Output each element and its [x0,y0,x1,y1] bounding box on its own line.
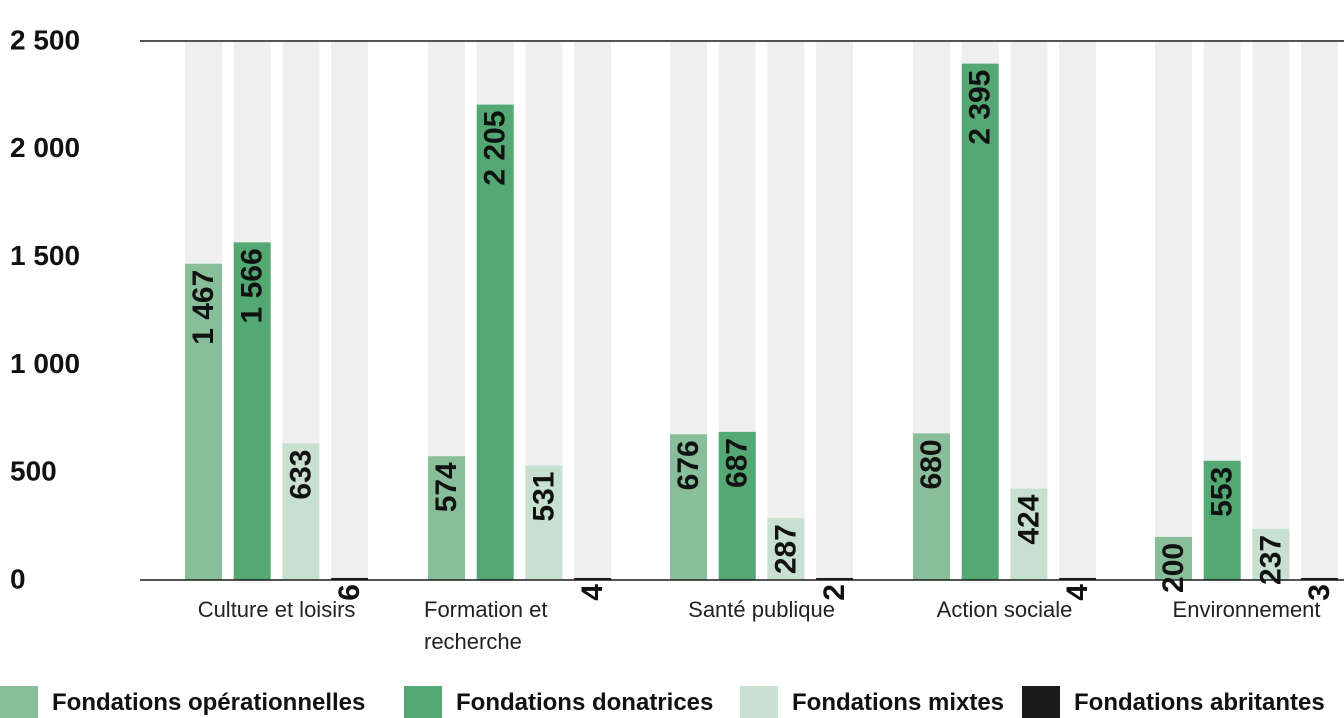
value-label: 200 [1157,543,1190,593]
bar-fondations-donatrices-formation-et-recherche [476,104,514,581]
value-label: 553 [1206,467,1239,517]
value-label: 2 395 [964,70,997,145]
y-tick-label: 2 500 [10,24,80,55]
category-label: Action sociale [937,597,1073,622]
y-axis-ticks: 0 500 1 000 1 500 2 000 2 500 [10,24,80,594]
bar-chart: 0 500 1 000 1 500 2 000 2 500 1 467 1 566 633 6 5… [10,24,1344,654]
bar-fondations-mixtes-culture-et-loisirs [282,443,320,580]
bar-fondations-abritantes-culture-et-loisirs [331,578,369,580]
value-label: 424 [1012,494,1045,544]
value-label: 531 [527,472,560,522]
bar-fondations-mixtes-formation-et-recherche [525,465,563,580]
background-bar [1301,42,1339,580]
category-label: Environnement [1173,597,1321,622]
bar-fondations-donatrices-sante-publique [718,431,756,580]
value-labels: 1 467 1 566 633 6 574 2 205 531 4 676 687 287 2 680 2… [187,70,1336,601]
bar-fondations-donatrices-culture-et-loisirs [233,242,271,580]
legend-label-mixtes: Fondations mixtes [792,689,1005,716]
value-label: 237 [1254,535,1287,585]
background-bar [767,42,805,580]
legend-label-abritantes: Fondations abritantes [1074,689,1325,716]
bar-fondations-abritantes-formation-et-recherche [574,578,612,580]
category-label: Santé publique [688,597,835,622]
bar-fondations-abritantes-environnement [1301,578,1339,580]
bar-fondations-donatrices-action-sociale [961,63,999,580]
y-tick-label: 500 [10,456,57,487]
background-bar [1155,42,1192,580]
value-label: 4 [576,584,609,601]
background-bars [185,42,1339,580]
value-label: 680 [915,439,948,489]
legend: Fondations opérationnelles Fondations do… [0,682,1344,718]
legend-swatch-abritantes [1022,686,1060,718]
category-labels: Culture et loisirs Formation et recherche S… [198,597,1321,654]
bar-fondations-operationnelles-environnement [1155,536,1192,580]
bar-fondations-donatrices-environnement [1203,460,1241,580]
value-label: 676 [672,440,705,490]
value-label: 4 [1061,584,1094,601]
background-bar [816,42,854,580]
bar-fondations-operationnelles-action-sociale [913,433,950,580]
value-label: 2 [818,584,851,601]
legend-label-operationnelles: Fondations opérationnelles [52,689,366,716]
bar-fondations-abritantes-action-sociale [1059,578,1097,580]
bar-fondations-mixtes-sante-publique [767,518,805,580]
y-tick-label: 0 [10,563,26,594]
category-label: recherche [424,629,522,654]
y-tick-label: 1 000 [10,348,80,379]
value-label: 2 205 [479,111,512,186]
legend-label-donatrices: Fondations donatrices [456,689,714,716]
bar-fondations-operationnelles-sante-publique [670,434,707,580]
background-bar [1252,42,1290,580]
value-label: 574 [430,462,463,512]
bar-fondations-operationnelles-culture-et-loisirs [185,263,222,580]
category-label: Culture et loisirs [198,597,356,622]
background-bar [331,42,369,580]
value-label: 1 566 [236,248,269,323]
value-label: 6 [333,584,366,601]
value-label: 287 [769,524,802,574]
bar-fondations-operationnelles-formation-et-recherche [428,456,465,580]
y-tick-label: 2 000 [10,132,80,163]
value-label: 633 [284,450,317,500]
legend-swatch-mixtes [740,686,778,718]
y-tick-label: 1 500 [10,240,80,271]
data-bars [185,63,1339,581]
bar-fondations-mixtes-action-sociale [1010,488,1048,580]
background-bar [1059,42,1097,580]
legend-swatch-operationnelles [0,686,38,718]
value-label: 3 [1303,584,1336,601]
background-bar [574,42,612,580]
bar-fondations-mixtes-environnement [1252,528,1290,580]
value-label: 1 467 [187,270,220,345]
bar-fondations-abritantes-sante-publique [816,578,854,580]
category-label: Formation et [424,597,548,622]
legend-swatch-donatrices [404,686,442,718]
value-label: 687 [721,438,754,488]
